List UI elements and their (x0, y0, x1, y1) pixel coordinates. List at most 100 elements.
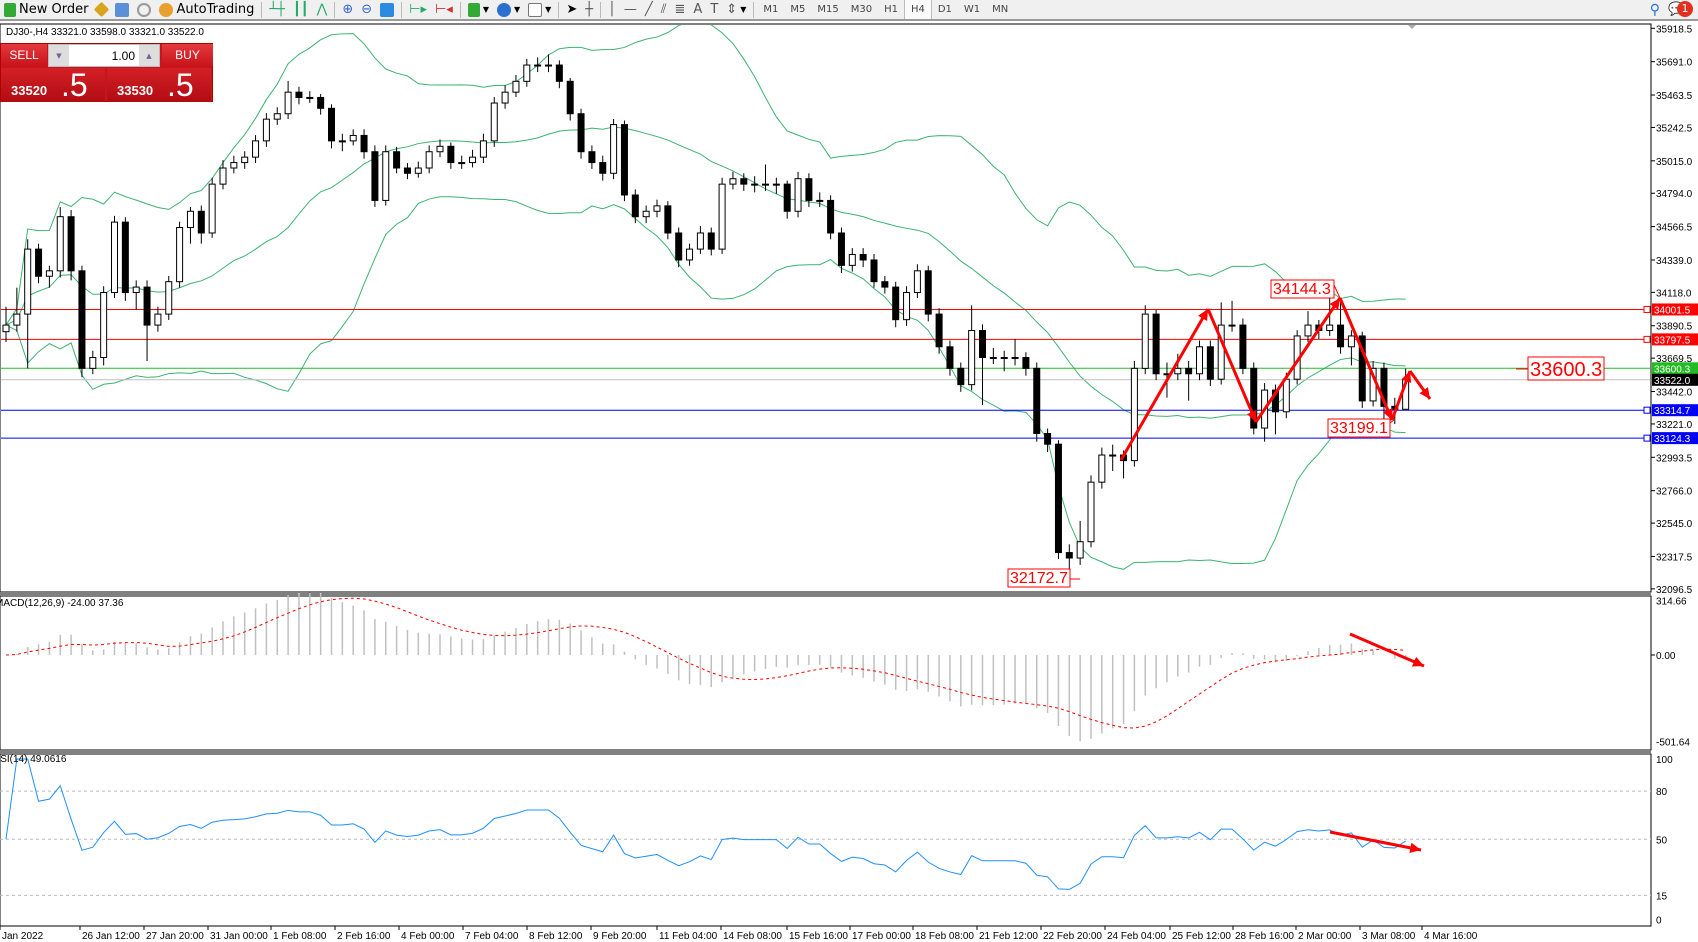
timeframe-m5[interactable]: M5 (790, 4, 806, 15)
buy-button[interactable]: BUY (162, 44, 213, 66)
candle (295, 86, 303, 105)
timeframe-m1[interactable]: M1 (763, 4, 779, 15)
candle (78, 265, 86, 378)
candle-body (121, 221, 129, 294)
candle-body (740, 178, 748, 185)
search-button[interactable]: ⚲ (1646, 0, 1664, 19)
candle-body (686, 248, 694, 261)
sell-button[interactable]: SELL (1, 44, 47, 66)
x-tick-label: 17 Feb 00:00 (852, 931, 911, 942)
timeframe-mn[interactable]: MN (992, 4, 1009, 15)
clock-icon (497, 2, 511, 17)
candle (577, 108, 585, 159)
market-watch-button[interactable] (111, 0, 133, 19)
chevron-down-icon: ▼ (482, 5, 489, 14)
candle-body (143, 286, 151, 326)
indicators-button[interactable]: ▼ (464, 0, 493, 19)
vertical-line-button[interactable]: │ (604, 0, 620, 19)
ask-price-button[interactable]: 33530 .5 (107, 67, 211, 103)
y-tick-label: 35015.0 (1656, 157, 1693, 168)
candle-body (490, 102, 498, 142)
bid-price-button[interactable]: 33520 .5 (1, 67, 105, 103)
auto-scroll-button[interactable]: ⊢▸ (405, 0, 431, 19)
timeframe-w1[interactable]: W1 (963, 4, 981, 15)
candle-body (523, 64, 531, 82)
autotrading-button[interactable]: AutoTrading (155, 0, 258, 19)
candle-body (458, 162, 466, 165)
zoom-in-icon: ⊕ (342, 2, 354, 17)
timeframe-h4[interactable]: H4 (903, 0, 932, 19)
line-chart-button[interactable]: ⋀ (313, 0, 332, 19)
separator (558, 1, 560, 18)
candle (241, 151, 249, 169)
x-tick-label: 4 Feb 00:00 (401, 931, 455, 942)
candle (1358, 331, 1366, 408)
chart-shift-button[interactable]: ⊢◂ (431, 0, 457, 19)
notifications-button[interactable]: 💬1 (1664, 0, 1698, 19)
zigzag-arrow-head (1329, 298, 1340, 310)
bar-chart-button[interactable]: ┴┼ (265, 0, 289, 19)
candle (1022, 352, 1030, 376)
chart-area[interactable]: 35918.5 35691.0 35463.5 35242.5 35015.0 34794… (0, 23, 1698, 942)
lot-value[interactable]: 1.00 (111, 48, 135, 63)
x-tick-label: 24 Feb 04:00 (1107, 931, 1166, 942)
metaeditor-button[interactable] (92, 0, 111, 19)
decrease-lot-button[interactable]: ▼ (49, 45, 69, 66)
candle (2, 306, 10, 342)
equidistant-channel-button[interactable]: ⫽ (657, 0, 671, 19)
candle (870, 253, 878, 288)
candle (989, 347, 997, 364)
signals-button[interactable] (133, 0, 155, 19)
level-label-bg (1652, 362, 1698, 375)
trendline-button[interactable]: ╱ (641, 0, 657, 19)
timeframe-m30[interactable]: M30 (850, 4, 873, 15)
zoom-out-button[interactable]: ⊖ (357, 0, 376, 19)
timeframe-d1[interactable]: D1 (937, 4, 952, 15)
level-label-bg (1652, 404, 1698, 417)
candle-body (957, 367, 965, 386)
toolbar: New Order AutoTrading ┴┼ ┃┃ ⋀ ⊕ ⊖ ⊢▸ ⊢◂ … (0, 0, 1698, 21)
zigzag-arrow-head (1419, 387, 1430, 399)
tile-windows-button[interactable] (376, 0, 398, 19)
zoom-in-button[interactable]: ⊕ (338, 0, 357, 19)
horizontal-line-button[interactable]: — (620, 0, 641, 19)
candle-body (979, 330, 986, 359)
candle (1380, 362, 1388, 428)
y-tick-label: 32993.5 (1656, 453, 1693, 464)
macd-arrow (1349, 632, 1425, 668)
candle (121, 217, 129, 301)
text-label-button[interactable]: T (706, 0, 722, 19)
templates-button[interactable]: ▼ (524, 0, 555, 19)
y-tick-label: 32545.0 (1656, 519, 1693, 530)
cursor-icon: ➤ (566, 2, 578, 17)
periods-button[interactable]: ▼ (493, 0, 524, 19)
candle-body (566, 80, 574, 115)
candle-body (1065, 552, 1073, 559)
timeframe-h1[interactable]: H1 (884, 4, 898, 15)
candle (414, 161, 422, 178)
increase-lot-button[interactable]: ▲ (139, 45, 159, 66)
candle-body (707, 232, 715, 250)
candle-body (610, 124, 618, 174)
candle-body (881, 281, 889, 288)
candle (979, 324, 986, 406)
timeframe-m15[interactable]: M15 (817, 4, 839, 15)
candle (45, 265, 53, 288)
candle-body (230, 162, 238, 169)
crosshair-button[interactable]: ┼ (581, 0, 597, 19)
separator (401, 1, 403, 18)
arrows-button[interactable]: ⇕ ▼ (722, 0, 750, 19)
fibonacci-button[interactable]: ≣ (671, 0, 690, 19)
horizontal-line-icon: — (623, 2, 637, 17)
cursor-button[interactable]: ➤ (562, 0, 581, 19)
candle (328, 104, 335, 149)
candle (566, 77, 574, 121)
candle-body (1358, 335, 1366, 402)
new-order-button[interactable]: New Order (0, 0, 92, 19)
candle-body (1239, 324, 1247, 369)
text-button[interactable]: A (689, 0, 706, 19)
candle (197, 205, 205, 244)
lot-size-input[interactable]: ▼ 1.00 ▲ (48, 44, 160, 67)
candle-body (252, 140, 260, 158)
candlestick-button[interactable]: ┃┃ (289, 0, 313, 19)
